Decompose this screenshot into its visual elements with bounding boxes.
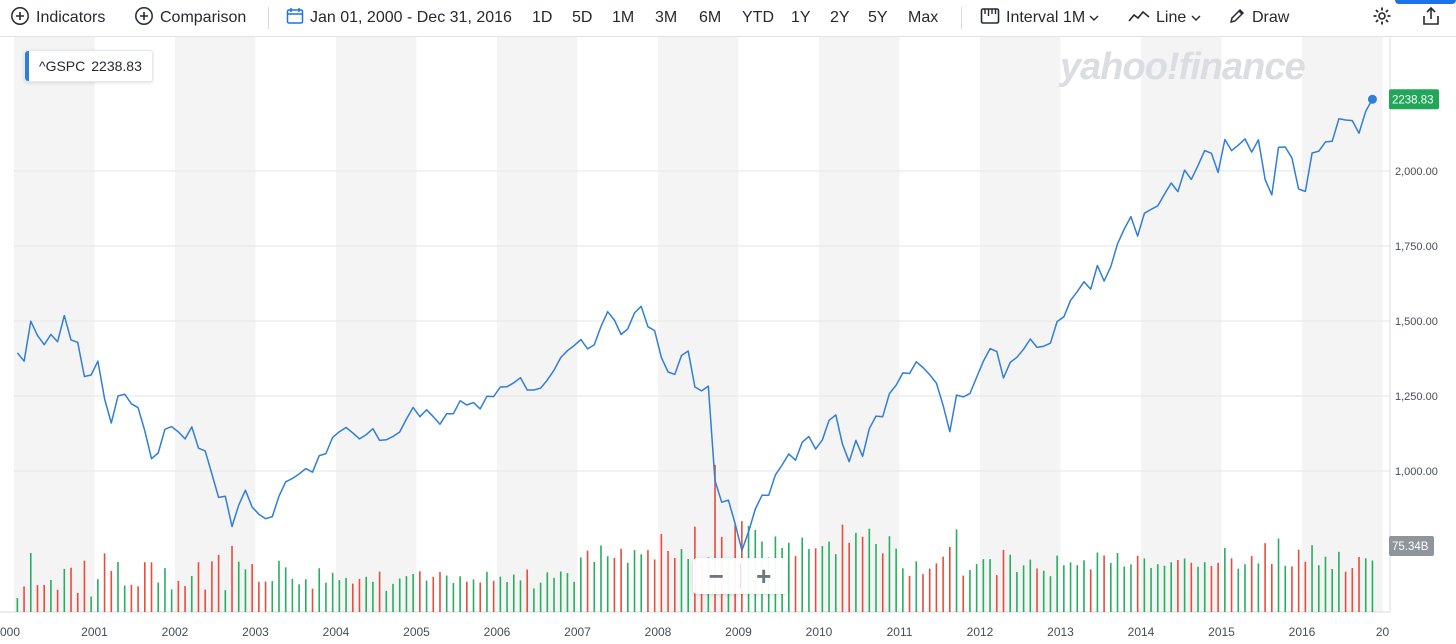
x-tick-label: 2009 (725, 625, 752, 639)
x-tick-label: 2014 (1128, 625, 1155, 639)
x-tick-label: 2002 (162, 625, 189, 639)
year-band (175, 37, 256, 612)
y-tick-label: 1,000.00 (1395, 466, 1438, 478)
pencil-icon (1228, 7, 1246, 30)
range-6m[interactable]: 6M (699, 9, 722, 26)
interval-label: Interval (1006, 9, 1059, 26)
volume-label-bg (1389, 536, 1434, 556)
range-max[interactable]: Max (908, 9, 939, 26)
price-chart[interactable]: 1,000.00 1,250.00 1,500.00 1,750.00 2,000.00… (0, 37, 1456, 644)
range-2y[interactable]: 2Y (830, 9, 850, 26)
year-band (980, 37, 1061, 612)
x-tick-label: 2016 (1289, 625, 1316, 639)
year-band (658, 37, 739, 612)
yahoo-finance-logo: yahoo!finance (1060, 46, 1306, 88)
last-price-label-bg (1389, 89, 1439, 110)
last-price-label: 2238.83 (1392, 94, 1434, 106)
gridlines (14, 170, 1390, 472)
line-chart-icon (1128, 8, 1150, 29)
range-1y[interactable]: 1Y (791, 9, 811, 26)
chart-type-dropdown[interactable]: Line (1128, 0, 1201, 36)
x-tick-label: 2003 (242, 625, 269, 639)
year-band (336, 37, 417, 612)
share-button[interactable] (1422, 0, 1440, 36)
x-tick-label: 2012 (967, 625, 994, 639)
range-1m[interactable]: 1M (612, 9, 635, 26)
volume-label: 75.34B (1392, 541, 1429, 553)
chart-type-label: Line (1156, 9, 1187, 26)
x-tick-label: 2015 (1208, 625, 1235, 639)
x-tick-label: 2005 (403, 625, 430, 639)
chevron-down-icon (1089, 9, 1099, 27)
x-tick-label: 20 (1376, 625, 1390, 639)
y-tick-label: 1,250.00 (1395, 391, 1438, 403)
legend-symbol: ^GSPC (39, 58, 86, 74)
comparison-label: Comparison (160, 9, 247, 26)
plus-circle-icon (134, 6, 154, 31)
range-1d[interactable]: 1D (532, 9, 553, 26)
series-color-swatch (25, 51, 29, 81)
year-band (819, 37, 900, 612)
x-tick-label: 2007 (564, 625, 591, 639)
x-tick-label: 2004 (323, 625, 350, 639)
year-band (1302, 37, 1383, 612)
toolbar-divider (268, 7, 269, 29)
range-5y[interactable]: 5Y (868, 9, 888, 26)
y-tick-label: 2,000.00 (1395, 166, 1438, 178)
indicators-button[interactable]: Indicators (10, 0, 105, 36)
draw-label: Draw (1252, 9, 1290, 26)
zoom-in-button[interactable]: + (756, 560, 772, 591)
chart-toolbar: Indicators Comparison Jan 01, 2000 - Dec… (0, 0, 1456, 37)
x-tick-label: 2011 (887, 625, 913, 639)
x-tick-label: 2008 (645, 625, 672, 639)
x-tick-label: 2010 (806, 625, 833, 639)
range-ytd[interactable]: YTD (742, 9, 774, 26)
last-price-dot (1367, 94, 1377, 104)
year-band (1141, 37, 1222, 612)
share-icon (1422, 6, 1440, 31)
ruler-icon (980, 7, 1000, 30)
interval-dropdown[interactable]: Interval 1M (980, 0, 1099, 36)
x-tick-label: 2013 (1047, 625, 1074, 639)
date-range-label: Jan 01, 2000 - Dec 31, 2016 (310, 9, 512, 26)
x-tick-label: 000 (0, 625, 20, 639)
year-bands (14, 37, 1383, 612)
chevron-down-icon (1191, 9, 1201, 27)
year-band (14, 37, 95, 612)
zoom-divider (739, 564, 741, 588)
date-range-button[interactable]: Jan 01, 2000 - Dec 31, 2016 (286, 0, 512, 36)
x-tick-label: 2001 (81, 625, 108, 639)
account-tab-edge (1395, 0, 1456, 4)
settings-button[interactable] (1372, 0, 1392, 36)
x-tick-label: 2006 (484, 625, 511, 639)
draw-button[interactable]: Draw (1228, 0, 1289, 36)
range-3m[interactable]: 3M (655, 9, 678, 26)
range-5d[interactable]: 5D (572, 9, 593, 26)
year-band (497, 37, 578, 612)
zoom-out-button[interactable]: − (708, 560, 724, 591)
y-tick-label: 1,750.00 (1395, 241, 1438, 253)
series-legend[interactable]: ^GSPC 2238.83 (24, 50, 153, 82)
gear-icon (1372, 6, 1392, 31)
interval-value: 1M (1062, 9, 1086, 26)
comparison-button[interactable]: Comparison (134, 0, 246, 36)
plus-circle-icon (10, 6, 30, 31)
indicators-label: Indicators (36, 9, 106, 26)
legend-value: 2238.83 (91, 58, 142, 74)
price-line (16, 98, 1374, 552)
zoom-controls: − + (693, 558, 787, 594)
y-tick-label: 1,500.00 (1395, 316, 1438, 328)
toolbar-divider (961, 7, 962, 29)
calendar-icon (286, 7, 304, 30)
